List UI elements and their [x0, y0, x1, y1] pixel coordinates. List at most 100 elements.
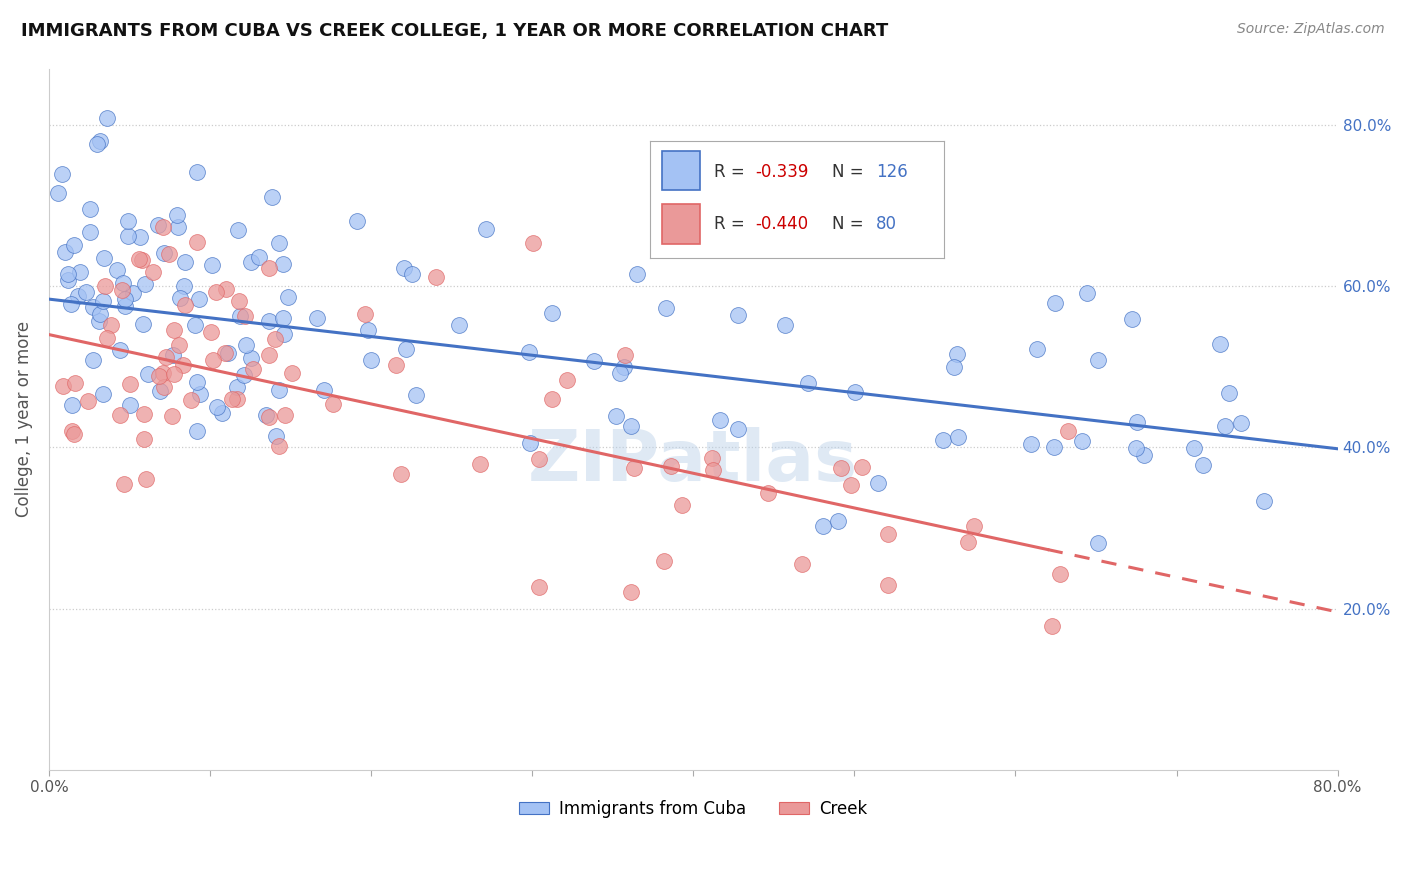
Point — [946, 347, 969, 361]
Point — [425, 269, 447, 284]
Point — [266, 429, 288, 443]
Point — [200, 325, 222, 339]
Text: ZIPatlas: ZIPatlas — [529, 427, 859, 496]
Point — [357, 323, 380, 337]
Point — [613, 348, 636, 362]
Point — [131, 317, 153, 331]
Text: N =: N = — [832, 215, 869, 234]
Point — [1125, 442, 1147, 456]
Point — [82, 352, 104, 367]
Point — [1087, 353, 1109, 368]
Point — [475, 222, 498, 236]
Point — [274, 408, 297, 422]
Point — [93, 293, 115, 308]
Point — [228, 293, 250, 308]
Point — [609, 366, 631, 380]
Point — [112, 477, 135, 491]
Point — [790, 557, 813, 571]
Point — [111, 276, 134, 290]
Text: 80: 80 — [876, 215, 897, 234]
Point — [221, 392, 243, 406]
Point — [184, 318, 207, 332]
Point — [120, 377, 142, 392]
Point — [62, 424, 84, 438]
Point — [468, 457, 491, 471]
Point — [242, 361, 264, 376]
Point — [277, 290, 299, 304]
Point — [401, 267, 423, 281]
Point — [94, 279, 117, 293]
Point — [262, 190, 284, 204]
Point — [187, 292, 209, 306]
Point — [169, 291, 191, 305]
Point — [128, 252, 150, 266]
Point — [186, 424, 208, 438]
Point — [267, 383, 290, 397]
Point — [226, 223, 249, 237]
Point — [186, 376, 208, 390]
Text: -0.339: -0.339 — [755, 162, 808, 181]
Legend: Immigrants from Cuba, Creek: Immigrants from Cuba, Creek — [512, 794, 875, 825]
Point — [69, 265, 91, 279]
Point — [89, 134, 111, 148]
Point — [56, 273, 79, 287]
Point — [205, 401, 228, 415]
Point — [1076, 286, 1098, 301]
Point — [1043, 440, 1066, 454]
Point — [263, 332, 285, 346]
Point — [166, 209, 188, 223]
Point — [385, 359, 408, 373]
Point — [281, 366, 304, 380]
Point — [1056, 424, 1078, 438]
Point — [1125, 415, 1147, 429]
Text: R =: R = — [714, 215, 751, 234]
Point — [240, 255, 263, 269]
Point — [173, 254, 195, 268]
Point — [582, 354, 605, 368]
Point — [932, 433, 955, 447]
Point — [529, 580, 551, 594]
Point — [211, 406, 233, 420]
Point — [727, 308, 749, 322]
Point — [89, 308, 111, 322]
Point — [957, 534, 980, 549]
Point — [963, 518, 986, 533]
Point — [605, 409, 627, 424]
Point — [517, 345, 540, 359]
Point — [108, 408, 131, 422]
Point — [709, 413, 731, 427]
Point — [114, 292, 136, 306]
Point — [215, 282, 238, 296]
Point — [346, 214, 368, 228]
Point — [66, 289, 89, 303]
Point — [756, 485, 779, 500]
Point — [389, 467, 412, 481]
Point — [152, 220, 174, 235]
Point — [1218, 386, 1240, 401]
Point — [522, 235, 544, 250]
Point — [1049, 567, 1071, 582]
Point — [1121, 312, 1143, 326]
Point — [271, 257, 294, 271]
Point — [96, 331, 118, 345]
Point — [405, 387, 427, 401]
FancyBboxPatch shape — [661, 151, 700, 190]
Text: Source: ZipAtlas.com: Source: ZipAtlas.com — [1237, 22, 1385, 37]
Point — [233, 309, 256, 323]
Point — [96, 112, 118, 126]
Point — [811, 518, 834, 533]
Point — [75, 285, 97, 299]
Point — [153, 379, 176, 393]
Point — [91, 387, 114, 401]
Point — [82, 300, 104, 314]
Point — [53, 245, 76, 260]
Point — [89, 314, 111, 328]
Point — [655, 301, 678, 316]
Point — [174, 298, 197, 312]
Point — [117, 213, 139, 227]
Point — [188, 387, 211, 401]
Point — [107, 263, 129, 277]
Point — [727, 422, 749, 436]
Point — [235, 338, 257, 352]
Point — [247, 250, 270, 264]
